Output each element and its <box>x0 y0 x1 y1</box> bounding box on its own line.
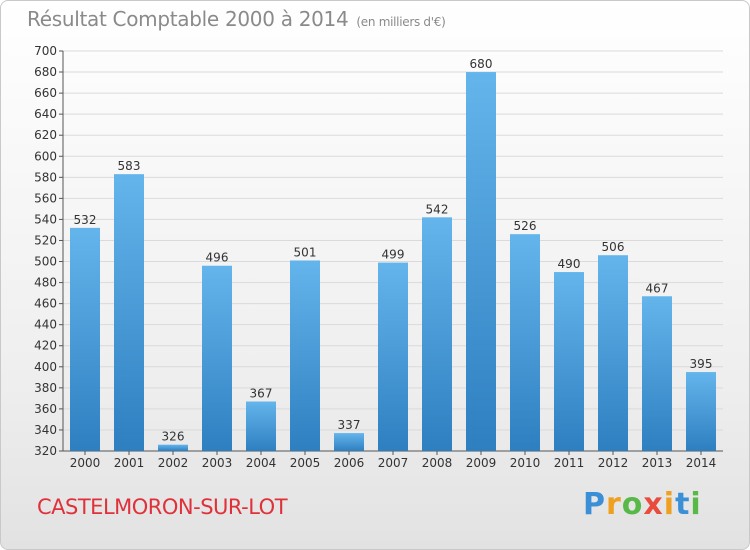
bars <box>70 72 716 451</box>
logo-letter: i <box>690 487 702 522</box>
y-tick-label: 500 <box>34 255 57 269</box>
y-tick-label: 320 <box>34 444 57 458</box>
x-tick-label: 2000 <box>70 456 101 470</box>
bar <box>70 227 100 451</box>
y-tick-label: 560 <box>34 191 57 205</box>
data-labels: 532 583 326 496 367 501 337 499 542 680 526 490 506 4… <box>74 57 713 444</box>
y-tick-label: 540 <box>34 212 57 226</box>
chart-title-text: Résultat Comptable 2000 à 2014 <box>27 7 349 31</box>
bar <box>554 272 584 451</box>
data-label: 680 <box>470 57 493 71</box>
x-tick-label: 2011 <box>554 456 585 470</box>
data-label: 467 <box>646 281 669 295</box>
data-label: 506 <box>602 240 625 254</box>
logo-letter: o <box>621 487 644 522</box>
bar <box>686 372 716 451</box>
y-tick-label: 580 <box>34 170 57 184</box>
x-tick-label: 2002 <box>158 456 189 470</box>
x-tick-label: 2014 <box>686 456 717 470</box>
x-tick-label: 2001 <box>114 456 145 470</box>
x-tick-label: 2004 <box>246 456 277 470</box>
y-tick-label: 420 <box>34 339 57 353</box>
bar <box>378 262 408 451</box>
y-tick-label: 660 <box>34 86 57 100</box>
y-tick-label: 680 <box>34 65 57 79</box>
bar <box>246 401 276 451</box>
bar <box>642 296 672 451</box>
data-label: 326 <box>162 430 185 444</box>
data-label: 532 <box>74 213 97 227</box>
y-tick-label: 380 <box>34 381 57 395</box>
y-tick-label: 480 <box>34 276 57 290</box>
bar <box>466 72 496 451</box>
y-tick-label: 400 <box>34 360 57 374</box>
x-tick-label: 2005 <box>290 456 321 470</box>
x-tick-label: 2009 <box>466 456 497 470</box>
y-tick-label: 620 <box>34 128 57 142</box>
y-tick-label: 520 <box>34 233 57 247</box>
proxiti-logo: Proxiti <box>583 487 702 522</box>
bar <box>510 234 540 451</box>
logo-letter: P <box>583 487 606 522</box>
x-tick-label: 2012 <box>598 456 629 470</box>
data-label: 367 <box>250 387 273 401</box>
data-label: 490 <box>558 257 581 271</box>
data-label: 501 <box>294 245 317 259</box>
bar <box>114 174 144 451</box>
logo-letter: r <box>606 487 622 522</box>
x-tick-label: 2013 <box>642 456 673 470</box>
bar <box>290 260 320 451</box>
x-tick-label: 2006 <box>334 456 365 470</box>
commune-name: CASTELMORON-SUR-LOT <box>37 495 288 519</box>
bar <box>334 433 364 451</box>
bar <box>422 217 452 451</box>
bar <box>202 265 232 451</box>
data-label: 395 <box>690 357 713 371</box>
data-label: 337 <box>338 418 361 432</box>
y-tick-label: 360 <box>34 402 57 416</box>
logo-letter: t <box>675 487 691 522</box>
x-tick-label: 2008 <box>422 456 453 470</box>
data-label: 526 <box>514 219 537 233</box>
y-tick-label: 700 <box>34 44 57 58</box>
y-tick-label: 600 <box>34 149 57 163</box>
x-tick-label: 2003 <box>202 456 233 470</box>
data-label: 542 <box>426 202 449 216</box>
data-label: 496 <box>206 251 229 265</box>
x-axis-ticks: 2000 2001 2002 2003 2004 2005 2006 2007 2008 2009… <box>70 451 717 470</box>
bar <box>598 255 628 451</box>
x-tick-label: 2010 <box>510 456 541 470</box>
data-label: 583 <box>118 159 141 173</box>
x-tick-label: 2007 <box>378 456 409 470</box>
chart-title: Résultat Comptable 2000 à 2014 (en millie… <box>27 7 446 31</box>
bar <box>158 444 188 451</box>
y-tick-label: 440 <box>34 318 57 332</box>
y-tick-label: 640 <box>34 107 57 121</box>
y-tick-label: 460 <box>34 297 57 311</box>
data-label: 499 <box>382 248 405 262</box>
chart-subtitle: (en milliers d'€) <box>356 15 446 29</box>
logo-letter: x <box>643 487 664 522</box>
y-tick-label: 340 <box>34 423 57 437</box>
logo-letter: i <box>663 487 676 522</box>
